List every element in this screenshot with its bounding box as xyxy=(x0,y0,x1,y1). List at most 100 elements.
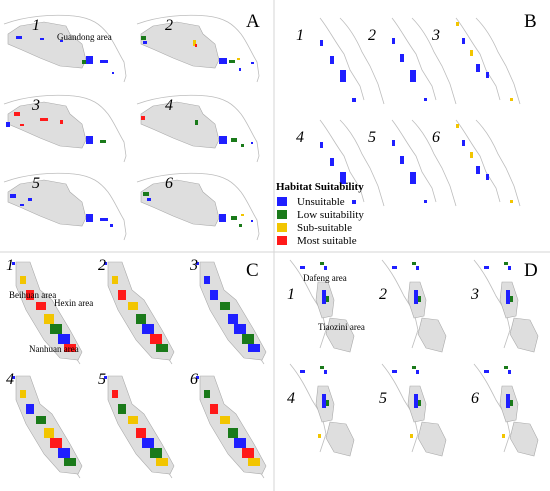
habitat-patch xyxy=(20,124,24,126)
habitat-patch xyxy=(241,144,244,147)
habitat-patch xyxy=(322,394,326,408)
panel-a: 1 2 3 4 5 6 xyxy=(3,14,260,241)
habitat-patch xyxy=(28,198,32,201)
panel-b-map-number: 2 xyxy=(368,27,376,44)
habitat-patch xyxy=(36,302,46,310)
panel-c-map-number: 4 xyxy=(6,371,14,388)
area-label-beihuan: Beihuan area xyxy=(9,290,56,300)
study-area xyxy=(417,317,447,353)
habitat-patch xyxy=(392,266,397,269)
habitat-patch xyxy=(142,324,154,334)
habitat-patch xyxy=(50,438,62,448)
habitat-patch xyxy=(239,68,241,71)
habitat-patch xyxy=(136,314,146,324)
habitat-patch xyxy=(104,376,107,379)
panel-a-map-3: 3 xyxy=(3,94,127,163)
panel-b-map-5: 5 xyxy=(368,119,457,207)
habitat-patch xyxy=(86,214,93,222)
habitat-patch xyxy=(219,58,227,64)
habitat-patch xyxy=(128,302,138,310)
legend-label-sub-suitable: Sub-suitable xyxy=(297,222,352,234)
habitat-patch xyxy=(234,324,246,334)
study-area xyxy=(325,317,355,353)
panel-c-map-number: 5 xyxy=(98,371,106,388)
panel-b-map-number: 4 xyxy=(296,129,304,146)
coastline xyxy=(136,14,260,83)
habitat-patch xyxy=(195,44,197,47)
panel-b-map-number: 5 xyxy=(368,129,376,146)
habitat-patch xyxy=(326,296,329,302)
area-label-dafeng: Dafeng area xyxy=(303,273,347,283)
habitat-patch xyxy=(484,266,489,269)
habitat-patch xyxy=(86,136,93,144)
habitat-patch xyxy=(510,98,513,101)
habitat-patch xyxy=(44,428,54,438)
coastline xyxy=(475,119,521,207)
habitat-patch xyxy=(26,404,34,414)
habitat-patch xyxy=(195,120,198,125)
panel-a-map-5: 5 xyxy=(3,172,127,241)
panel-b-map-number: 1 xyxy=(296,27,304,44)
habitat-patch xyxy=(424,200,427,203)
habitat-patch xyxy=(143,41,147,44)
panel-a-map-6: 6 xyxy=(136,172,260,241)
coastline xyxy=(339,119,385,207)
habitat-patch xyxy=(112,276,118,284)
study-area xyxy=(7,101,87,149)
coastline xyxy=(455,119,501,203)
panel-a-map-4: 4 xyxy=(136,94,260,163)
habitat-patch xyxy=(248,458,260,466)
panel-b-map-number: 6 xyxy=(432,129,440,146)
habitat-patch xyxy=(220,416,230,424)
legend-label-unsuitable: Unsuitable xyxy=(297,196,345,208)
habitat-patch xyxy=(20,204,24,206)
habitat-patch xyxy=(231,216,237,220)
habitat-patch xyxy=(86,56,93,64)
panel-d-map-number: 1 xyxy=(287,286,295,303)
study-area xyxy=(140,101,220,149)
panel-b: 1 2 3 4 5 6 xyxy=(296,17,521,207)
habitat-patch xyxy=(320,366,324,369)
habitat-patch xyxy=(418,296,421,302)
habitat-patch xyxy=(44,314,54,324)
habitat-patch xyxy=(508,370,511,374)
habitat-patch xyxy=(60,120,63,124)
habitat-patch xyxy=(40,38,44,40)
panel-a-map-2: 2 xyxy=(136,14,260,83)
panel-d-map-3: 3 xyxy=(470,259,539,353)
habitat-patch xyxy=(476,64,480,72)
habitat-patch xyxy=(50,324,62,334)
habitat-patch xyxy=(410,434,413,438)
habitat-patch xyxy=(326,400,329,406)
panel-d-map-5: 5 xyxy=(379,363,447,457)
habitat-patch xyxy=(58,448,70,458)
habitat-patch xyxy=(104,262,107,265)
panel-d-map-number: 6 xyxy=(471,390,479,407)
panel-letter-b: B xyxy=(524,11,537,32)
habitat-patch xyxy=(156,458,168,466)
panel-c-map-4: 4 xyxy=(6,371,83,479)
habitat-patch xyxy=(147,198,151,201)
habitat-patch xyxy=(150,334,162,344)
habitat-patch xyxy=(204,390,210,398)
panel-letter-a: A xyxy=(246,11,260,32)
coastline xyxy=(3,14,127,83)
panel-d-map-number: 4 xyxy=(287,390,295,407)
habitat-patch xyxy=(128,416,138,424)
coastline xyxy=(319,119,365,203)
habitat-patch xyxy=(510,296,513,302)
panel-letter-d: D xyxy=(524,260,538,281)
habitat-patch xyxy=(234,438,246,448)
habitat-patch xyxy=(352,200,356,204)
panel-d-map-number: 3 xyxy=(470,286,479,303)
legend-swatch-most-suitable xyxy=(277,236,287,245)
coastline xyxy=(411,17,457,105)
habitat-patch xyxy=(392,370,397,373)
habitat-patch xyxy=(64,344,76,352)
study-area xyxy=(417,421,447,457)
habitat-patch xyxy=(10,194,16,198)
study-area xyxy=(7,21,87,69)
habitat-patch xyxy=(410,70,416,82)
habitat-patch xyxy=(110,224,113,227)
